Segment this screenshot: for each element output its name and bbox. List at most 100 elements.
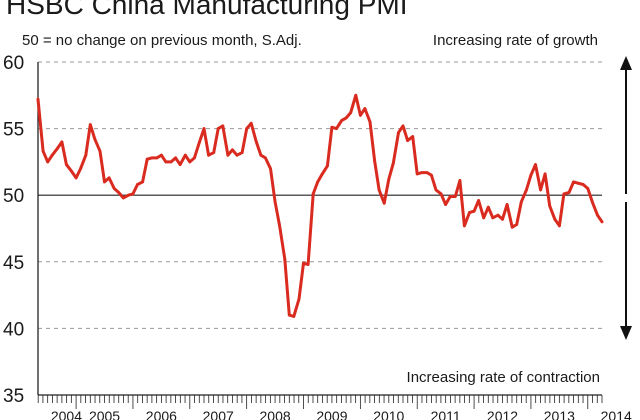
data-point	[103, 180, 106, 184]
x-tick-label: 2006	[146, 408, 177, 420]
data-point	[160, 153, 163, 157]
data-point	[79, 167, 82, 171]
data-point	[93, 137, 97, 141]
data-point	[55, 147, 59, 151]
data-point	[41, 149, 45, 153]
x-tick-label: 2012	[487, 408, 518, 420]
data-point	[207, 153, 211, 157]
data-point	[397, 131, 400, 135]
data-point	[596, 213, 599, 217]
axes	[37, 62, 602, 396]
x-tick-label: 2011	[431, 408, 461, 420]
data-point	[519, 200, 523, 204]
data-point	[169, 160, 173, 164]
data-point	[354, 93, 358, 97]
data-point	[539, 188, 542, 192]
series-layer	[36, 93, 604, 318]
growth-arrow-icon	[620, 56, 632, 194]
data-point	[117, 191, 121, 194]
y-tick-label: 45	[3, 253, 24, 274]
data-point	[553, 217, 557, 221]
data-point	[221, 124, 225, 128]
data-point	[534, 163, 537, 167]
data-point	[463, 224, 466, 228]
data-point	[406, 139, 409, 143]
x-tick-label: 2013	[544, 408, 575, 420]
data-point	[525, 188, 528, 192]
y-tick-label: 35	[3, 386, 24, 407]
data-point	[287, 313, 291, 317]
data-point	[126, 193, 130, 197]
data-point	[496, 213, 500, 217]
data-point	[344, 116, 348, 120]
data-point	[391, 161, 395, 165]
data-point	[448, 195, 452, 198]
data-point	[297, 297, 301, 301]
data-point	[283, 257, 287, 261]
data-point	[477, 199, 480, 202]
data-point	[84, 153, 88, 157]
x-tick-label: 2004	[51, 408, 82, 420]
data-point	[50, 153, 54, 157]
x-tick-label: 2010	[373, 408, 404, 420]
x-tick-label: 2009	[316, 408, 347, 420]
data-point	[269, 167, 272, 171]
data-point	[458, 179, 462, 182]
data-point	[107, 176, 111, 180]
data-point	[482, 216, 486, 220]
data-point	[259, 153, 263, 157]
data-point	[164, 160, 168, 164]
data-point	[558, 224, 561, 228]
data-point	[439, 192, 443, 196]
x-tick-label: 2014	[601, 408, 632, 420]
data-point	[174, 156, 178, 160]
data-point	[46, 160, 50, 164]
data-point	[302, 261, 305, 265]
y-axis-tick-labels: 35 40 45 50 55 60	[3, 53, 24, 407]
data-point	[576, 181, 580, 185]
data-point	[529, 173, 533, 177]
data-point	[581, 183, 585, 186]
y-tick-label: 60	[3, 53, 24, 74]
data-point	[505, 203, 509, 206]
data-point	[306, 263, 310, 266]
data-point	[278, 224, 281, 228]
data-point	[430, 173, 433, 177]
y-tick-label: 40	[3, 319, 24, 340]
data-point	[155, 156, 159, 160]
data-point	[377, 188, 381, 192]
data-point	[150, 156, 154, 160]
data-point	[349, 111, 353, 114]
data-point	[515, 223, 519, 226]
data-point	[88, 123, 92, 126]
contraction-annotation: Increasing rate of contraction	[407, 369, 600, 386]
data-point	[501, 217, 504, 221]
data-point	[98, 149, 102, 153]
data-point	[425, 171, 429, 175]
y-tick-label: 50	[3, 186, 24, 207]
data-point	[468, 211, 471, 214]
data-point	[141, 180, 145, 184]
x-tick-label: 2005	[89, 408, 120, 420]
x-axis-tick-labels: 2004 2005 2006 2007 2008 2009 2010 2011 2012 2013…	[37, 395, 632, 420]
data-point	[36, 97, 40, 101]
data-point	[368, 120, 372, 124]
data-point	[453, 195, 457, 198]
data-point	[131, 192, 135, 196]
data-point	[60, 140, 64, 144]
data-point	[491, 216, 495, 220]
data-point	[188, 160, 192, 164]
data-point	[240, 151, 244, 155]
data-point	[249, 121, 253, 125]
data-point	[363, 107, 367, 110]
data-point	[472, 209, 476, 213]
data-point	[387, 177, 391, 181]
data-point	[121, 196, 125, 200]
data-point	[401, 124, 405, 128]
data-point	[434, 188, 438, 192]
data-point	[586, 187, 590, 190]
data-point	[444, 203, 447, 206]
data-point	[231, 148, 234, 152]
data-point	[411, 135, 415, 139]
